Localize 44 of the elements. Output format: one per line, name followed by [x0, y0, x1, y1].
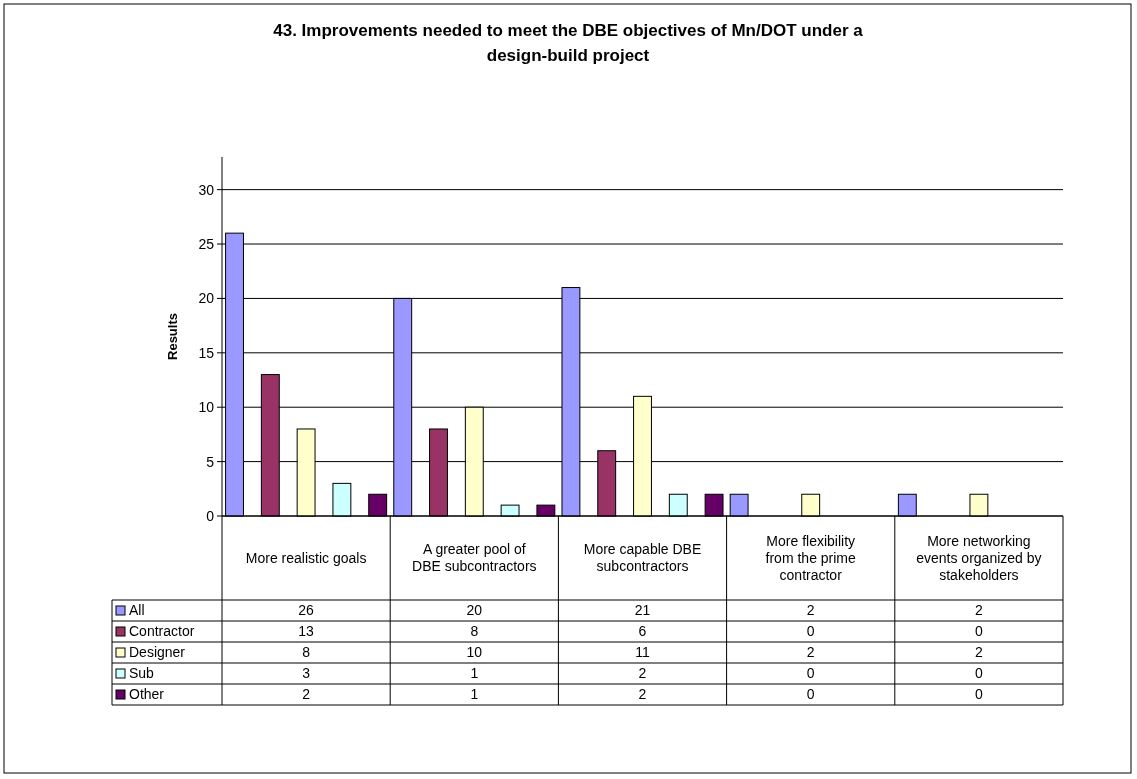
- data-label: 26: [298, 602, 315, 619]
- x-tick-label: More realistic goals: [245, 549, 367, 566]
- data-label: 6: [638, 623, 647, 640]
- data-label: 3: [302, 665, 311, 682]
- data-label: 0: [975, 665, 983, 682]
- legend-label: Contractor: [129, 623, 195, 640]
- data-label: 2: [806, 602, 815, 619]
- y-tick-label: 15: [198, 344, 215, 361]
- data-label: 2: [806, 644, 815, 661]
- data-label: 0: [975, 686, 983, 703]
- data-label: 20: [466, 602, 483, 619]
- chart-title: 43. Improvements needed to meet the DBE objectives of Mn/DOT under a design-build project: [273, 21, 864, 65]
- legend-label: Sub: [129, 665, 155, 682]
- y-tick-label: 10: [198, 399, 215, 416]
- data-label: 2: [638, 686, 647, 703]
- x-tick-label: More flexibility from the prime contractor: [765, 532, 857, 583]
- data-label: 11: [635, 644, 650, 661]
- data-label: 13: [298, 623, 315, 640]
- legend-label: Other: [129, 686, 165, 703]
- data-label: 1: [470, 686, 479, 703]
- y-tick-label: 5: [206, 453, 215, 470]
- y-tick-label: 25: [198, 235, 215, 252]
- data-label: 0: [975, 623, 983, 640]
- data-label: 2: [975, 602, 983, 619]
- data-label: 10: [466, 644, 483, 661]
- data-label: 2: [302, 686, 311, 703]
- x-tick-label: More capable DBE subcontractors: [583, 541, 702, 575]
- data-label: 0: [806, 686, 815, 703]
- data-label: 21: [634, 602, 651, 619]
- x-tick-label: More networking events organized by stakeholders: [916, 532, 1042, 583]
- data-label: 2: [975, 644, 983, 661]
- data-label: 1: [470, 665, 479, 682]
- data-label: 2: [638, 665, 647, 682]
- y-tick-label: 20: [198, 290, 215, 307]
- legend-label: Designer: [129, 644, 186, 661]
- data-label: 0: [806, 623, 815, 640]
- data-label: 8: [470, 623, 479, 640]
- y-tick-label: 0: [206, 507, 215, 524]
- y-axis-title: Results: [165, 313, 180, 360]
- data-label: 0: [806, 665, 815, 682]
- y-tick-label: 30: [198, 181, 215, 198]
- data-label: 8: [302, 644, 311, 661]
- legend-label: All: [129, 602, 145, 619]
- x-tick-label: A greater pool of DBE subcontractors: [412, 541, 537, 575]
